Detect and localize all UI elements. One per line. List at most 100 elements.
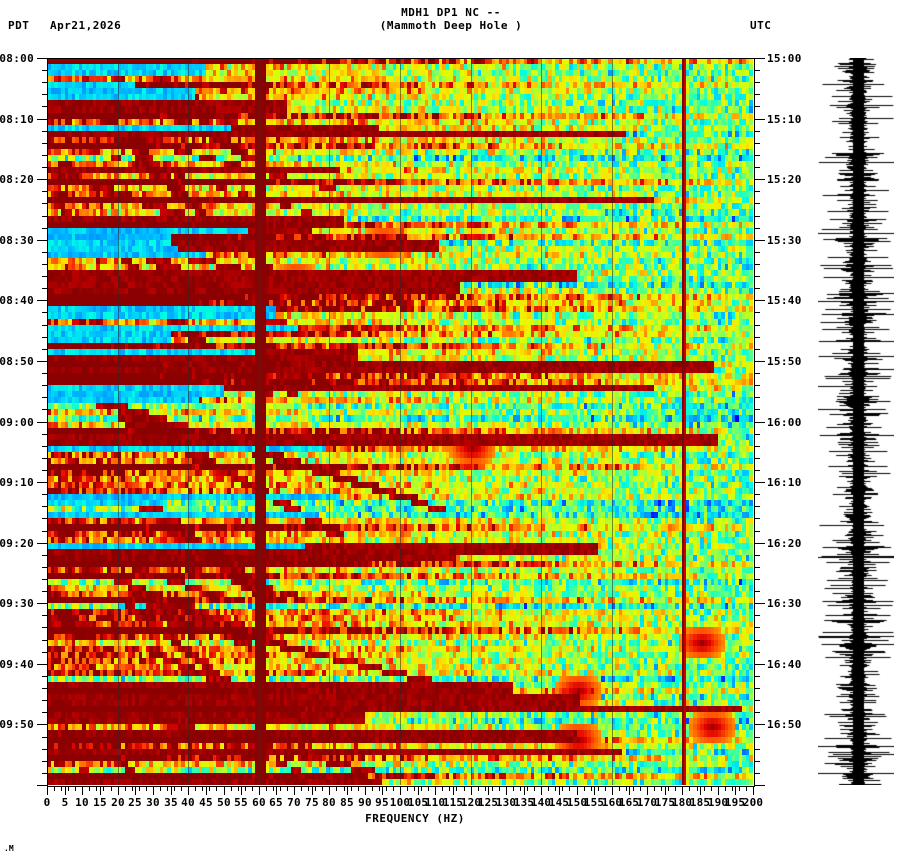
time-tick <box>42 652 48 653</box>
frequency-tick <box>276 786 277 795</box>
time-tick <box>754 179 765 180</box>
time-tick <box>42 131 48 132</box>
time-tick-label: 08:40 <box>0 294 34 307</box>
frequency-tick-label: 5 <box>61 796 69 809</box>
frequency-tick <box>231 786 232 791</box>
time-tick <box>42 143 48 144</box>
frequency-tick <box>245 786 246 791</box>
frequency-tick <box>629 786 630 795</box>
frequency-tick <box>153 786 154 795</box>
time-tick-label: 15:10 <box>767 113 802 126</box>
frequency-tick <box>171 786 172 795</box>
frequency-tick <box>195 786 196 791</box>
frequency-tick <box>322 786 323 791</box>
frequency-tick <box>65 786 66 795</box>
frequency-tick <box>125 786 126 791</box>
frequency-tick <box>456 786 457 791</box>
frequency-tick-label: 100 <box>389 796 411 809</box>
frequency-axis: 0 5 10 15 20 25 30 35 40 45 50 55 60 65 70 75 80 85 90 95 10… <box>44 785 763 809</box>
frequency-tick <box>605 786 606 791</box>
frequency-tick-label: 140 <box>530 796 552 809</box>
time-tick <box>42 446 48 447</box>
time-tick <box>754 422 765 423</box>
time-tick <box>42 640 48 641</box>
frequency-tick-label: 25 <box>128 796 142 809</box>
time-tick <box>754 446 760 447</box>
time-tick <box>42 700 48 701</box>
time-tick <box>754 543 765 544</box>
time-tick <box>754 312 760 313</box>
time-tick <box>754 567 760 568</box>
frequency-tick <box>68 786 69 791</box>
frequency-tick <box>358 786 359 791</box>
time-axis-pdt: 08:00 08:10 08:20 08:30 08:40 08:50 09:00 09:10… <box>0 52 48 786</box>
time-tick-label: 15:20 <box>767 173 802 186</box>
corner-artifact: .M <box>4 844 14 853</box>
time-tick-label: 08:30 <box>0 234 34 247</box>
frequency-tick <box>598 786 599 791</box>
frequency-tick-label: 180 <box>671 796 693 809</box>
time-tick-label: 15:50 <box>767 355 802 368</box>
time-tick <box>754 167 760 168</box>
frequency-tick <box>718 786 719 795</box>
frequency-tick-label: 110 <box>424 796 446 809</box>
time-tick <box>754 724 765 725</box>
frequency-tick <box>103 786 104 791</box>
frequency-tick <box>527 786 528 791</box>
frequency-tick <box>499 786 500 791</box>
time-tick-label: 16:50 <box>767 718 802 731</box>
time-tick-label: 08:00 <box>0 52 34 65</box>
time-tick-label: 15:40 <box>767 294 802 307</box>
time-tick <box>754 155 760 156</box>
time-tick <box>754 761 760 762</box>
frequency-tick-label: 75 <box>305 796 319 809</box>
time-tick <box>754 676 760 677</box>
spectrogram-canvas <box>47 58 753 785</box>
frequency-tick <box>89 786 90 791</box>
frequency-tick <box>347 786 348 795</box>
frequency-tick-label: 125 <box>477 796 499 809</box>
time-tick <box>42 276 48 277</box>
time-tick <box>42 518 48 519</box>
time-tick <box>754 82 760 83</box>
time-tick <box>37 664 48 665</box>
seismogram-trace[interactable] <box>818 58 894 785</box>
time-tick <box>37 543 48 544</box>
frequency-tick <box>555 786 556 791</box>
time-tick <box>42 373 48 374</box>
frequency-axis-title: FREQUENCY (HZ) <box>365 812 465 825</box>
frequency-tick <box>548 786 549 791</box>
time-tick <box>37 179 48 180</box>
frequency-tick-label: 50 <box>217 796 231 809</box>
time-tick <box>37 58 48 59</box>
time-tick <box>37 119 48 120</box>
frequency-tick <box>704 786 705 791</box>
spectrogram-plot[interactable] <box>47 58 753 785</box>
time-tick <box>42 397 48 398</box>
time-tick <box>37 422 48 423</box>
frequency-tick-label: 90 <box>358 796 372 809</box>
frequency-tick <box>329 786 330 795</box>
time-tick <box>754 58 765 59</box>
time-tick <box>754 264 760 265</box>
time-tick <box>754 228 760 229</box>
time-tick <box>754 603 765 604</box>
time-tick <box>42 615 48 616</box>
frequency-tick <box>344 786 345 791</box>
time-tick <box>42 312 48 313</box>
frequency-tick-label: 80 <box>322 796 336 809</box>
frequency-tick <box>746 786 747 791</box>
frequency-tick <box>506 786 507 795</box>
time-tick <box>42 458 48 459</box>
time-tick-label: 09:30 <box>0 597 34 610</box>
frequency-tick <box>524 786 525 795</box>
frequency-tick <box>675 786 676 791</box>
time-tick <box>42 434 48 435</box>
time-tick <box>42 567 48 568</box>
frequency-tick <box>485 786 486 791</box>
frequency-tick-label: 170 <box>636 796 658 809</box>
frequency-tick <box>160 786 161 791</box>
time-tick <box>37 482 48 483</box>
frequency-tick <box>732 786 733 791</box>
